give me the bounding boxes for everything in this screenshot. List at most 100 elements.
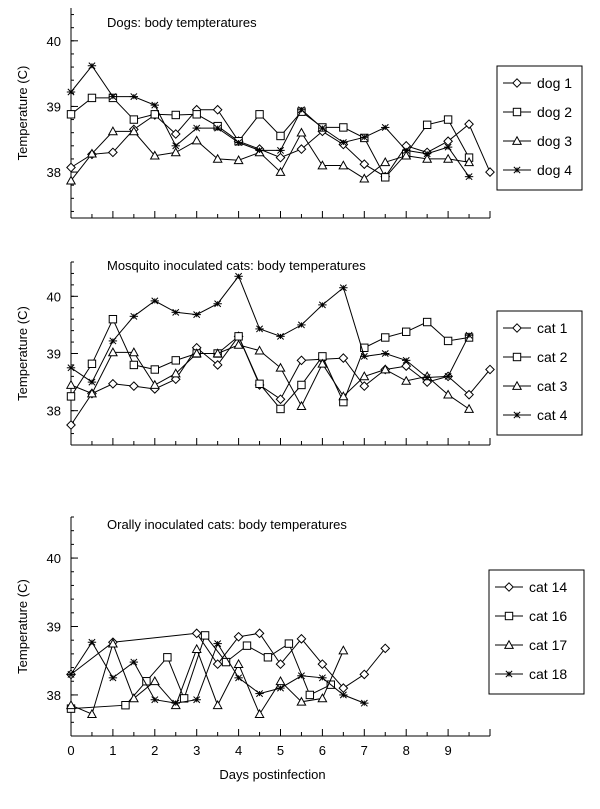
data-point [443, 115, 453, 124]
legend-label: cat 17 [529, 637, 567, 653]
legend-item: dog 3 [503, 133, 572, 149]
data-point [171, 699, 180, 707]
x-tick-label: 9 [444, 743, 451, 758]
x-axis-label: Days postinfection [219, 767, 325, 782]
data-point [192, 696, 201, 704]
data-point [305, 690, 315, 700]
legend-item: dog 4 [503, 162, 572, 178]
data-point [150, 297, 159, 305]
y-tick-label: 39 [47, 347, 61, 362]
data-point [360, 133, 369, 141]
data-point [149, 150, 160, 160]
y-tick-label: 40 [47, 34, 61, 49]
data-point [233, 155, 244, 165]
data-point [128, 381, 139, 392]
data-point [464, 173, 474, 181]
x-tick-label: 4 [235, 743, 242, 758]
data-point [107, 638, 118, 648]
data-point [275, 166, 286, 176]
chart-title: Orally inoculated cats: body temperature… [107, 517, 347, 532]
data-point [255, 690, 264, 698]
series-line [70, 344, 470, 410]
data-point [212, 360, 223, 370]
data-point [297, 106, 306, 114]
data-point [233, 658, 244, 669]
legend-marker [511, 380, 523, 390]
data-point [128, 347, 139, 357]
data-point [401, 375, 412, 385]
data-point [296, 355, 307, 366]
data-point [234, 674, 243, 682]
data-point [191, 135, 202, 145]
data-point [297, 380, 306, 390]
data-point [129, 360, 139, 370]
data-point [339, 284, 348, 292]
data-point [339, 139, 348, 147]
data-point [129, 312, 139, 320]
data-point [255, 379, 264, 389]
data-point [86, 708, 97, 718]
series-cat-4 [66, 272, 474, 386]
data-point [402, 327, 411, 336]
data-point [233, 631, 244, 642]
data-point [212, 348, 223, 358]
data-point [191, 628, 202, 639]
data-point [66, 670, 76, 678]
y-tick-label: 40 [47, 551, 61, 566]
data-point [171, 308, 180, 316]
data-point [380, 156, 391, 167]
data-point [276, 684, 285, 692]
data-point [107, 147, 118, 158]
y-axis-label: Temperature (C) [15, 66, 30, 161]
series-line [70, 632, 386, 689]
data-point [464, 403, 475, 413]
x-tick-label: 0 [67, 743, 74, 758]
data-point [338, 645, 349, 655]
data-point [121, 701, 130, 710]
series-cat-3 [65, 339, 475, 413]
series-line [70, 275, 470, 383]
x-tick-label: 7 [361, 743, 368, 758]
data-point [87, 62, 97, 70]
data-point [233, 339, 244, 349]
data-point [296, 127, 307, 137]
legend-marker [504, 611, 514, 621]
data-point [443, 372, 453, 380]
data-point [150, 101, 159, 109]
data-point [464, 156, 475, 167]
series-line [70, 97, 470, 179]
data-point [212, 699, 223, 710]
series-cat-16 [66, 631, 335, 713]
data-point [191, 643, 202, 653]
data-point [87, 359, 97, 368]
data-point [129, 658, 139, 666]
data-point [360, 343, 369, 352]
data-point [339, 691, 348, 699]
legend: cat 1 cat 2 cat 3 cat 4 [496, 310, 583, 436]
legend-item: cat 14 [495, 579, 567, 595]
data-point [275, 676, 286, 686]
data-point [65, 175, 77, 185]
data-point [402, 146, 411, 154]
data-point [317, 160, 328, 170]
y-axis-label: Temperature (C) [15, 579, 30, 674]
y-tick-label: 38 [47, 404, 61, 419]
data-point [66, 392, 76, 401]
data-point [66, 88, 76, 96]
data-point [402, 356, 411, 364]
data-point [149, 676, 160, 686]
data-point [318, 674, 327, 682]
legend-item: cat 2 [503, 349, 568, 365]
data-point [107, 126, 118, 136]
data-point [212, 104, 223, 115]
data-point [150, 110, 160, 119]
data-point [275, 659, 286, 670]
data-point [87, 378, 97, 386]
data-point [171, 356, 180, 365]
legend-item: cat 16 [495, 608, 567, 624]
data-point [66, 364, 76, 372]
data-point [381, 333, 390, 342]
data-point [276, 404, 285, 414]
data-point [422, 150, 432, 158]
data-point [212, 153, 223, 163]
